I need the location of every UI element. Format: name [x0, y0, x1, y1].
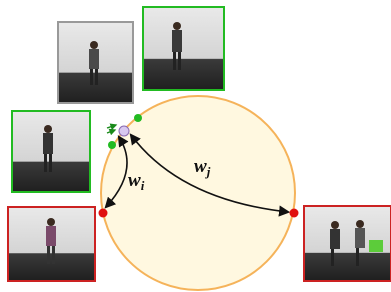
diagram: wi wj — [0, 0, 391, 292]
photo-top-right — [143, 7, 224, 90]
photo-left — [12, 111, 90, 192]
positive-point — [134, 114, 142, 122]
photo-top-center — [58, 22, 133, 103]
green-arrow — [107, 130, 115, 133]
negative-point — [290, 209, 299, 218]
label-symbol: w — [128, 170, 141, 191]
page: {"edge_labels": [{"symbol": "w", "subscr… — [0, 0, 391, 292]
green-arrow — [107, 125, 116, 128]
label-symbol: w — [194, 156, 207, 177]
photo-bottom-left — [8, 207, 95, 281]
negative-point — [99, 209, 108, 218]
label-subscript: i — [141, 178, 145, 193]
photo-bottom-right — [304, 206, 391, 281]
query-point — [119, 126, 129, 136]
feature-circle — [101, 96, 295, 290]
positive-point — [108, 141, 116, 149]
